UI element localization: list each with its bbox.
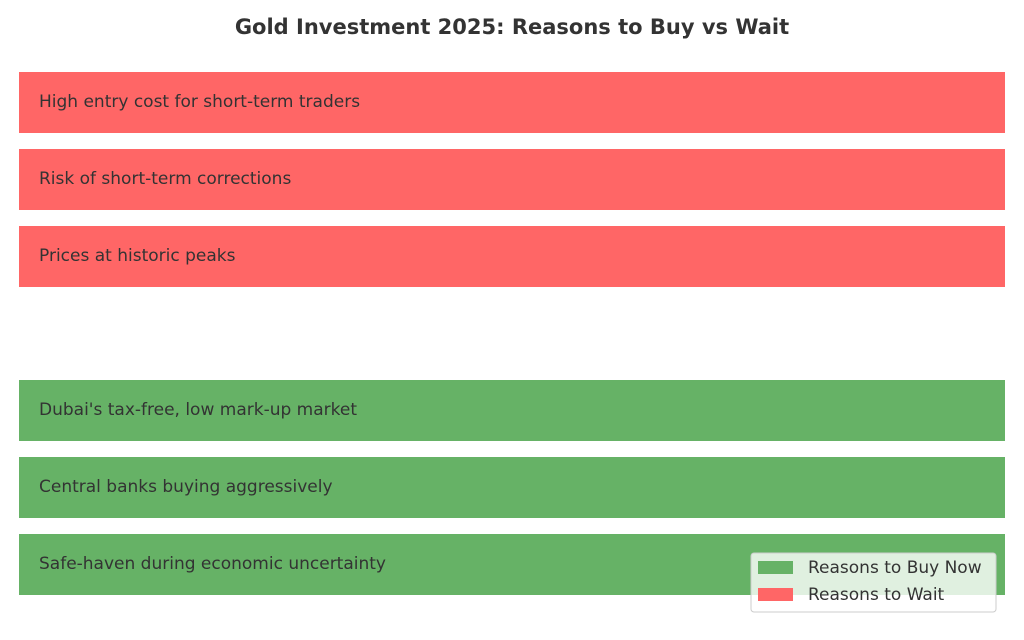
legend-swatch [758,588,793,601]
reason-bar [19,72,1005,133]
reason-label: Prices at historic peaks [39,246,236,266]
reason-bar [19,149,1005,210]
legend-label: Reasons to Buy Now [808,558,982,578]
reason-label: Risk of short-term corrections [39,169,291,189]
reason-label: Safe-haven during economic uncertainty [39,554,386,574]
reason-label: Central banks buying aggressively [39,477,333,497]
legend-frame [750,552,997,613]
reason-bar [19,380,1005,441]
reason-label: High entry cost for short-term traders [39,92,360,112]
reason-bar [19,457,1005,518]
legend-swatch [758,561,793,574]
legend: Reasons to Buy Now Reasons to Wait [750,552,997,613]
legend-label: Reasons to Wait [808,585,945,605]
reason-label: Dubai's tax-free, low mark-up market [39,400,357,420]
chart-title: Gold Investment 2025: Reasons to Buy vs … [235,15,789,39]
reason-bar [19,226,1005,287]
